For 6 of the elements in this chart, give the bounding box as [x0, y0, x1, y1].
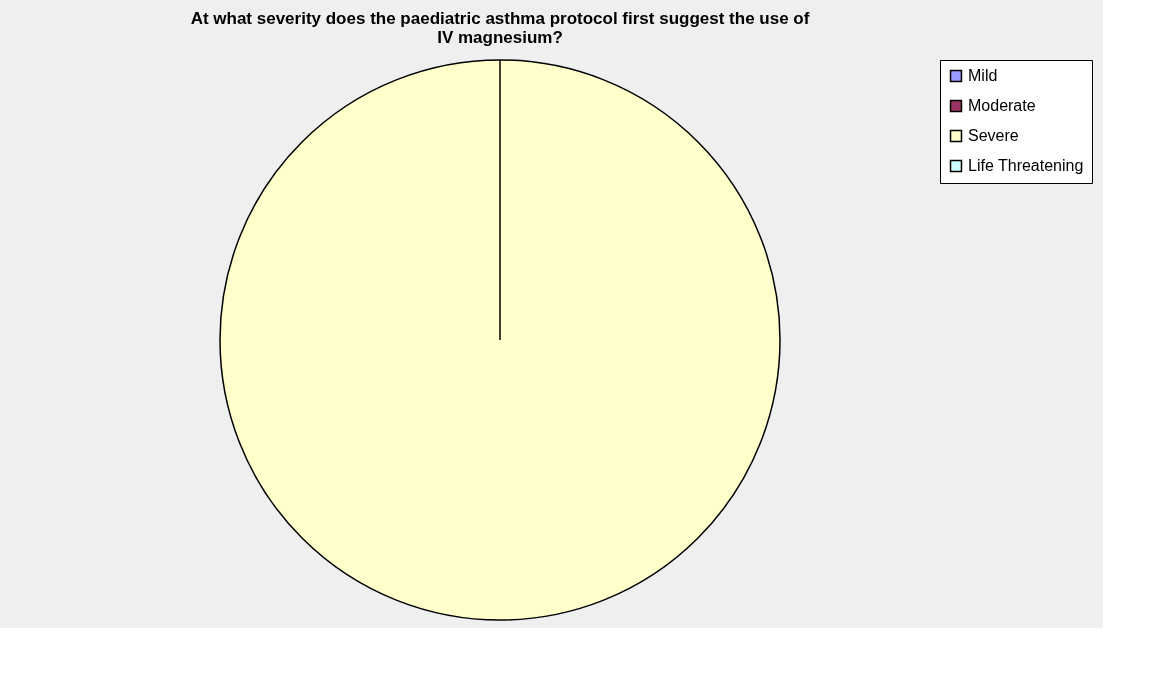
legend-label: Mild: [968, 67, 998, 84]
text: At what severity does the paediatric asthma protocol first suggest the use of: [190, 9, 810, 28]
legend-label: Life Threatening: [968, 157, 1084, 174]
legend-label: Moderate: [968, 97, 1036, 114]
text: IV magnesium?: [437, 28, 563, 47]
legend-label: Severe: [968, 127, 1019, 144]
